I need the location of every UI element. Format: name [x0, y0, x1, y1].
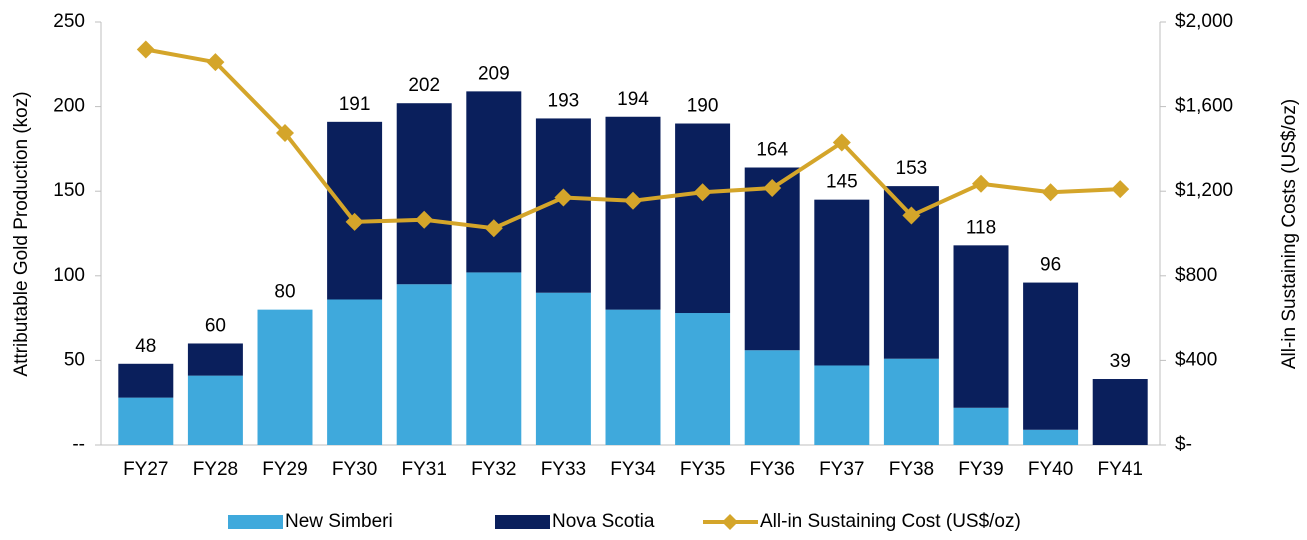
x-tick-label: FY36 [749, 459, 794, 480]
line-marker [345, 212, 364, 231]
bar [327, 299, 383, 445]
x-tick-label: FY38 [889, 459, 934, 480]
y2-tick-label: $400 [1175, 349, 1217, 370]
bar [675, 313, 731, 445]
bar [605, 309, 661, 445]
x-tick-label: FY35 [680, 459, 725, 480]
y2-tick-label: $800 [1175, 265, 1217, 286]
bar [953, 245, 1009, 408]
bar [187, 375, 243, 445]
bar [814, 365, 870, 445]
total-label: 194 [617, 89, 649, 110]
total-label: 48 [135, 336, 156, 357]
bar [535, 292, 591, 445]
x-tick-label: FY34 [610, 459, 656, 480]
line-marker [1041, 183, 1060, 202]
line-marker [1111, 180, 1130, 199]
bar [118, 397, 174, 445]
total-label: 39 [1110, 351, 1131, 372]
total-label: 209 [478, 63, 510, 84]
line-marker [484, 219, 503, 238]
bar [1023, 429, 1079, 445]
legend-label: Nova Scotia [552, 511, 655, 532]
line-marker [763, 179, 782, 198]
line-marker [972, 174, 990, 193]
bar [744, 350, 800, 445]
x-tick-label: FY37 [819, 459, 864, 480]
total-label: 193 [548, 90, 580, 111]
y2-tick-label: $1,600 [1175, 96, 1233, 117]
y2-tick-label: $2,000 [1175, 11, 1233, 32]
legend-swatch [228, 515, 283, 529]
x-tick-label: FY29 [262, 459, 307, 480]
legend-label: All-in Sustaining Cost (US$/oz) [760, 511, 1021, 532]
legend-marker [722, 514, 738, 530]
bar [118, 363, 174, 398]
total-label: 60 [205, 315, 226, 336]
total-label: 153 [896, 158, 928, 179]
x-tick-label: FY27 [123, 459, 168, 480]
x-tick-label: FY28 [193, 459, 238, 480]
x-tick-label: FY32 [471, 459, 516, 480]
y-tick-label: 100 [53, 265, 85, 286]
bar [187, 343, 243, 376]
line-marker [902, 206, 921, 225]
y-axis-title: Attributable Gold Production (koz) [11, 91, 32, 376]
bar [675, 123, 731, 314]
y2-axis-title: All-in Sustaining Costs (US$/oz) [1279, 99, 1300, 369]
line-marker [832, 133, 851, 152]
bar [883, 358, 939, 445]
total-label: 96 [1040, 255, 1061, 276]
total-label: 191 [339, 94, 371, 115]
bar [257, 309, 313, 445]
x-tick-label: FY31 [401, 459, 446, 480]
line-marker [693, 183, 712, 202]
legend-label: New Simberi [285, 511, 393, 532]
line-marker [136, 40, 155, 59]
total-label: 80 [274, 282, 295, 303]
total-label: 145 [826, 172, 858, 193]
total-label: 190 [687, 96, 719, 117]
bar [814, 199, 870, 366]
y2-tick-label: $1,200 [1175, 180, 1233, 201]
line-marker [206, 53, 225, 72]
bar [466, 91, 522, 273]
y-tick-label: 50 [64, 349, 85, 370]
bar [1092, 379, 1148, 445]
bar [605, 116, 661, 310]
x-tick-label: FY40 [1028, 459, 1073, 480]
y-tick-label: 200 [53, 96, 85, 117]
x-tick-label: FY39 [958, 459, 1003, 480]
legend-swatch [495, 515, 550, 529]
bar [466, 272, 522, 445]
line-marker [624, 191, 642, 210]
bar [396, 103, 452, 285]
y-tick-label: 150 [53, 180, 85, 201]
line-marker [415, 210, 434, 229]
bar [953, 407, 1009, 445]
x-tick-label: FY30 [332, 459, 377, 480]
y-tick-label: -- [72, 434, 85, 455]
x-tick-label: FY41 [1097, 459, 1142, 480]
bar [396, 284, 452, 445]
total-label: 202 [408, 75, 440, 96]
y-tick-label: 250 [53, 11, 85, 32]
total-label: 118 [966, 217, 996, 238]
line-marker [276, 124, 294, 143]
y2-tick-label: $- [1175, 434, 1192, 455]
total-label: 164 [756, 140, 788, 161]
bar [744, 167, 800, 351]
x-tick-label: FY33 [541, 459, 586, 480]
bar [327, 121, 383, 300]
bar [1023, 282, 1079, 430]
line-marker [554, 188, 573, 207]
